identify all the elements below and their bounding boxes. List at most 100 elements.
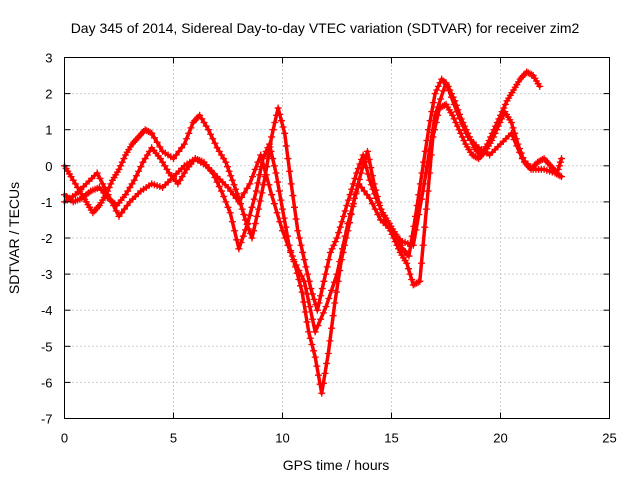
data-point-interp [137,163,145,171]
data-point-interp [509,124,517,132]
data-point-interp [277,117,285,125]
data-point-interp [135,167,143,175]
data-point-interp [359,164,367,172]
data-point-interp [279,123,287,131]
data-point [213,144,221,152]
data-point-interp [336,257,344,265]
data-point [431,111,439,119]
data-point [320,277,328,285]
data-point-interp [241,226,249,234]
data-point-interp [498,115,506,123]
data-point [340,212,348,220]
data-point-interp [292,215,300,223]
data-point [318,389,326,397]
data-point-interp [231,227,239,235]
data-point-interp [254,158,262,166]
data-point-interp [417,259,425,267]
data-point [272,169,280,177]
data-point [313,306,321,314]
data-point [322,303,330,311]
data-point-interp [493,126,501,134]
data-point-interp [264,144,272,152]
y-tick-label: -5 [41,339,53,354]
data-point [536,82,544,90]
data-point [346,191,354,199]
data-point-interp [330,278,338,286]
data-point [366,194,374,202]
data-point-interp [439,87,447,95]
data-point-interp [447,93,455,101]
axis-ticks [64,57,610,419]
data-point-interp [258,189,266,197]
data-point-interp [319,309,327,317]
data-point-interp [150,134,158,142]
x-tick-label: 10 [275,431,289,446]
data-point [268,133,276,141]
data-point [148,129,156,137]
data-point-interp [460,137,468,145]
data-point-interp [303,290,311,298]
data-point-interp [351,174,359,182]
data-point-interp [232,194,240,202]
data-point-interp [300,298,308,306]
data-point-interp [295,276,303,284]
data-point [507,129,515,137]
data-point-interp [450,115,458,123]
data-point-interp [496,118,504,126]
data-point-interp [287,248,295,256]
data-point-interp [120,155,128,163]
x-tick-label: 5 [170,431,177,446]
data-point-interp [220,192,228,200]
data-point-interp [452,118,460,126]
data-point-interp [303,318,311,326]
data-point-interp [298,272,306,280]
data-point-interp [202,122,210,130]
data-point-interp [96,174,104,182]
data-point-interp [276,218,284,226]
data-point [196,111,204,119]
data-point-interp [146,147,154,155]
data-point [281,129,289,137]
data-point [287,180,295,188]
data-point-interp [453,122,461,130]
data-point-interp [348,185,356,193]
data-point [307,285,315,293]
data-point-interp [328,324,336,332]
data-point-interp [240,189,248,197]
data-point-interp [172,151,180,159]
data-point [115,165,123,173]
data-point-interp [120,205,128,213]
data-point-interp [267,147,275,155]
x-tick-label: 15 [384,431,398,446]
data-point-interp [434,103,442,111]
data-point [324,350,332,358]
data-point-interp [259,161,267,169]
data-point [235,245,243,253]
data-point [156,155,164,163]
data-point-interp [332,288,340,296]
data-layer [61,68,566,397]
data-point-interp [132,172,140,180]
data-point [255,205,263,213]
data-point-interp [178,144,186,152]
data-point-interp [290,203,298,211]
data-point [403,259,411,267]
data-point-interp [124,187,132,195]
data-point-interp [253,212,261,220]
data-point [409,241,417,249]
data-point-interp [414,278,422,286]
x-tick-label: 20 [493,431,507,446]
data-point-interp [156,143,164,151]
data-point-interp [99,180,107,188]
data-point-interp [325,256,333,264]
data-point-interp [217,151,225,159]
data-point-interp [250,227,258,235]
data-point-interp [222,198,230,206]
y-tick-label: 0 [45,159,52,174]
data-point-interp [306,303,314,311]
chart-title: Day 345 of 2014, Sidereal Day-to-day VTE… [71,20,580,36]
data-point-interp [556,158,564,166]
data-point-interp [211,139,219,147]
data-point-interp [434,82,442,90]
data-point [558,173,566,181]
